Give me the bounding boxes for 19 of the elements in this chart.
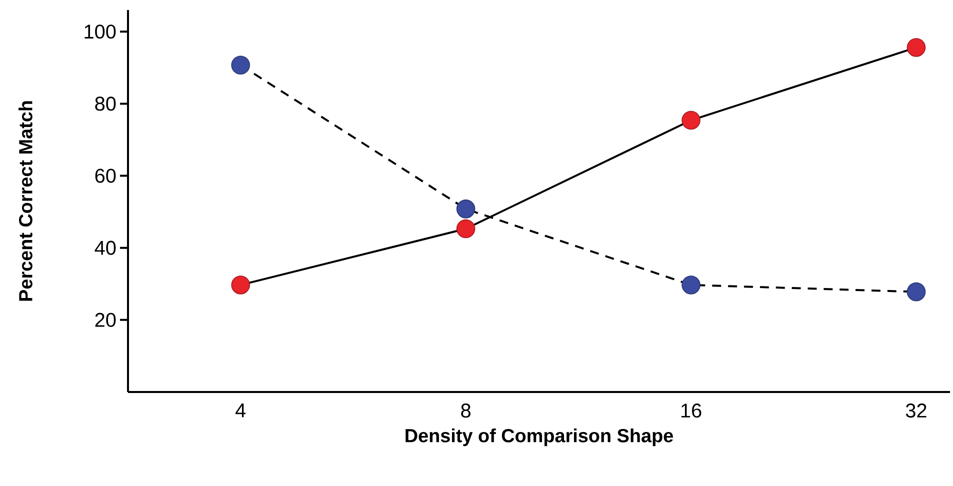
point <box>906 38 926 57</box>
x-tick-label: 32 <box>906 404 926 418</box>
x-tick-label: 16 <box>681 404 702 418</box>
x-axis-title: Density of Comparison Shape <box>406 428 673 446</box>
y-tick-label: 60 <box>95 168 116 183</box>
point <box>456 219 476 238</box>
y-tick-label: 100 <box>84 24 116 39</box>
point <box>906 282 926 302</box>
x-tick-label: 4 <box>236 404 246 418</box>
point <box>231 56 250 75</box>
y-tick-label: 80 <box>95 96 116 111</box>
y-axis-title: Percent Correct Match <box>18 101 32 301</box>
y-tick-label: 20 <box>95 312 116 327</box>
point <box>682 276 700 294</box>
point <box>456 200 476 218</box>
y-tick-label: 40 <box>94 240 116 255</box>
x-tick-label: 8 <box>461 404 470 418</box>
point <box>231 276 250 294</box>
point <box>682 110 700 130</box>
